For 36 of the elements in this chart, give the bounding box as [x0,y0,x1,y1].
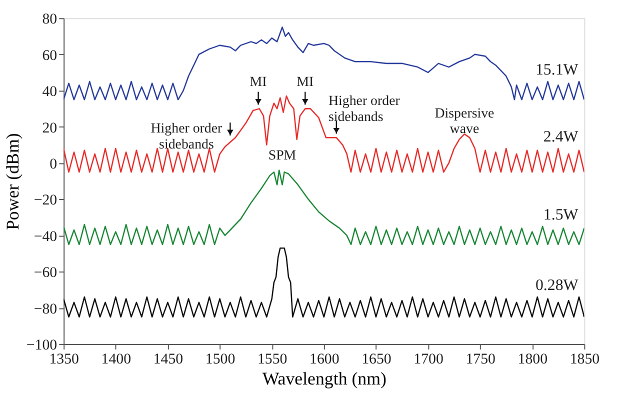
y-tick-label: 40 [42,84,58,100]
x-tick-label: 1800 [518,351,548,368]
annotation: Higher order sidebands [150,122,223,152]
x-tick-label: 1500 [205,351,236,368]
y-tick-label: −100 [26,338,58,354]
annotation: MI [250,74,268,90]
x-tick-label: 1600 [310,351,340,368]
x-tick-label: 1750 [466,351,496,368]
x-tick-label: 1400 [101,351,132,368]
y-tick-label: −20 [34,192,58,209]
x-axis-title: Wavelength (nm) [262,368,387,388]
x-tick-label: 1850 [570,351,600,368]
annotation: MI [296,74,314,90]
series-label: 2.4W [543,128,578,146]
series-label: 15.1W [536,62,578,79]
annotation: Dispersive wave [434,106,494,138]
x-tick-label: 1450 [153,351,184,368]
x-tick-label: 1650 [362,351,392,368]
y-tick-label: 0 [50,156,58,172]
y-axis-title: Power (dBm) [2,133,22,230]
x-tick-label: 1700 [414,351,444,368]
line-series [64,170,584,246]
y-tick-label: −80 [34,301,58,318]
y-tick-label: −40 [34,228,58,245]
x-tick-label: 1550 [257,351,288,368]
annotation: Higher order sidebands [328,94,400,125]
line-series [64,95,584,173]
y-tick-label: 60 [42,48,58,64]
line-series [64,247,584,318]
annotation: SPM [268,148,296,164]
series-label: 1.5W [543,206,578,224]
series-label: 0.28W [536,277,578,294]
x-tick-label: 1350 [49,351,79,368]
y-tick-label: 80 [42,12,58,28]
y-tick-label: 20 [42,120,58,136]
y-tick-label: −60 [34,265,58,282]
